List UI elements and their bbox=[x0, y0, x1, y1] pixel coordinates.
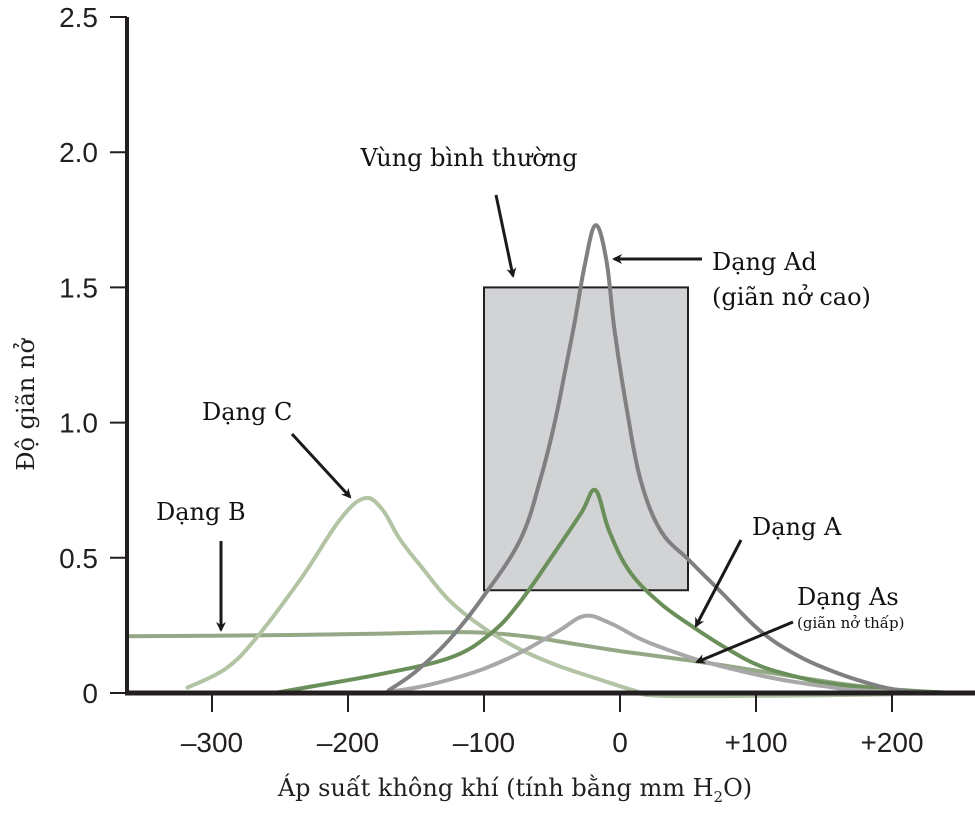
arrow-type-as bbox=[695, 620, 794, 664]
annotation-type-ad-label: Dạng Ad bbox=[712, 248, 817, 276]
x-tick-label: –200 bbox=[317, 727, 379, 758]
annotation-normal-region-label: Vùng bình thường bbox=[359, 144, 577, 172]
x-tick-label: +200 bbox=[860, 727, 923, 758]
y-tick-label: 0.5 bbox=[59, 543, 98, 574]
normal-region-box bbox=[483, 286, 689, 592]
annotation-type-as-sublabel: (giãn nở thấp) bbox=[797, 614, 904, 632]
annotation-type-as: Dạng As (giãn nở thấp) bbox=[695, 583, 904, 664]
annotation-type-a: Dạng A bbox=[694, 513, 842, 628]
series-line-dang-as bbox=[378, 613, 935, 695]
x-tick-label: +100 bbox=[724, 727, 787, 758]
x-tick-label: –100 bbox=[453, 727, 515, 758]
annotation-type-ad-sublabel: (giãn nở cao) bbox=[712, 283, 871, 311]
series-line-dang-a bbox=[272, 487, 962, 695]
y-tick-label: 0 bbox=[82, 678, 98, 709]
x-axis-title-subscript: 2 bbox=[714, 788, 724, 806]
x-axis-title-main: Áp suất không khí (tính bằng mm H bbox=[277, 773, 714, 802]
arrow-normal-region bbox=[494, 194, 517, 278]
arrow-type-c bbox=[290, 432, 352, 499]
annotation-type-ad: Dạng Ad (giãn nở cao) bbox=[612, 248, 871, 311]
x-axis-title: Áp suất không khí (tính bằng mm H2O) bbox=[277, 773, 752, 806]
annotation-normal-region: Vùng bình thường bbox=[359, 144, 578, 278]
x-tick-label: –300 bbox=[181, 727, 243, 758]
x-tick-label: 0 bbox=[612, 727, 628, 758]
annotation-type-as-label: Dạng As bbox=[797, 583, 899, 611]
annotation-type-c-label: Dạng C bbox=[202, 398, 292, 426]
annotation-type-b-label: Dạng B bbox=[156, 498, 246, 526]
y-ticks: 0 0.5 1.0 1.5 2.0 2.5 bbox=[59, 2, 127, 709]
series-line-dang-ad bbox=[386, 223, 949, 695]
y-axis-title: Độ giãn nở bbox=[12, 338, 40, 471]
annotation-type-b: Dạng B bbox=[156, 498, 246, 632]
axes: 0 0.5 1.0 1.5 2.0 2.5 –300 –200 –100 0 +100 +200 bbox=[59, 2, 975, 758]
y-tick-label: 1.0 bbox=[59, 408, 98, 439]
y-tick-label: 2.5 bbox=[59, 2, 98, 33]
y-tick-label: 1.5 bbox=[59, 272, 98, 303]
annotation-type-c: Dạng C bbox=[202, 398, 352, 499]
arrow-type-a bbox=[694, 539, 743, 628]
annotation-type-a-label: Dạng A bbox=[752, 513, 842, 541]
x-axis-title-tail: O) bbox=[723, 774, 752, 802]
x-ticks: –300 –200 –100 0 +100 +200 bbox=[181, 693, 924, 758]
y-tick-label: 2.0 bbox=[59, 137, 98, 168]
